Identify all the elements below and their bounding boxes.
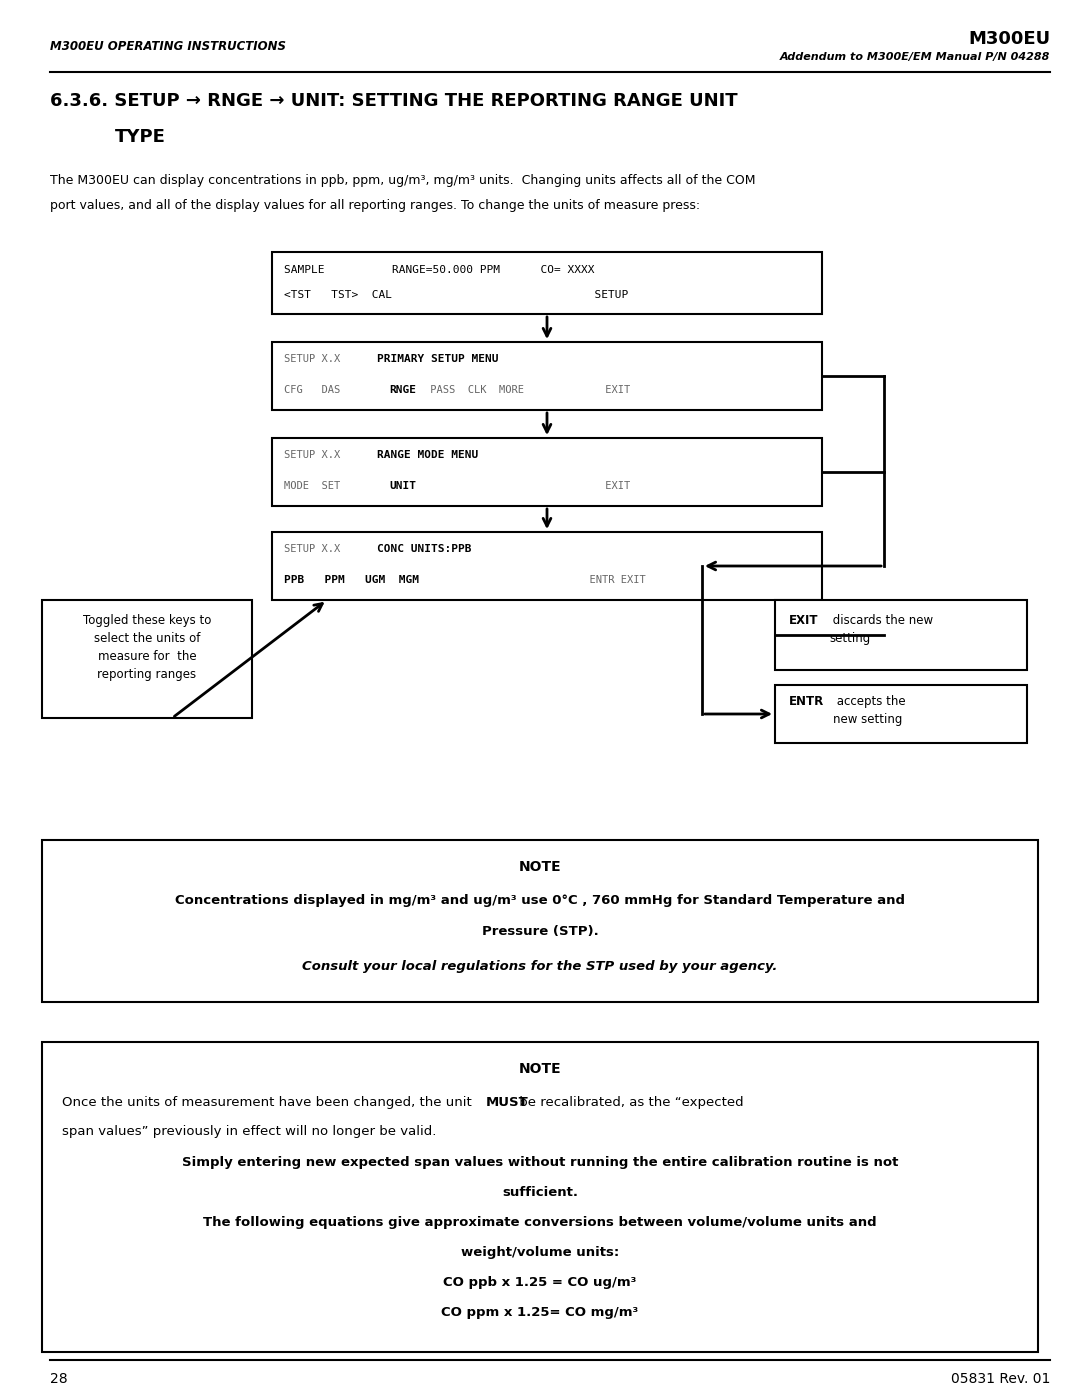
Bar xyxy=(42,1042,1038,1352)
Text: Consult your local regulations for the STP used by your agency.: Consult your local regulations for the S… xyxy=(302,960,778,972)
Text: MUST: MUST xyxy=(485,1097,528,1109)
Text: SETUP X.X: SETUP X.X xyxy=(284,353,353,365)
Text: SETUP X.X: SETUP X.X xyxy=(284,450,353,460)
Text: M300EU: M300EU xyxy=(968,29,1050,47)
Bar xyxy=(42,840,1038,1002)
Text: Addendum to M300E/EM Manual P/N 04288: Addendum to M300E/EM Manual P/N 04288 xyxy=(780,52,1050,61)
Text: <TST   TST>  CAL                              SETUP: <TST TST> CAL SETUP xyxy=(284,291,629,300)
Text: 05831 Rev. 01: 05831 Rev. 01 xyxy=(950,1372,1050,1386)
Text: Simply entering new expected span values without running the entire calibration : Simply entering new expected span values… xyxy=(181,1155,899,1169)
Text: weight/volume units:: weight/volume units: xyxy=(461,1246,619,1259)
Text: CFG   DAS: CFG DAS xyxy=(284,386,359,395)
Text: PASS  CLK  MORE             EXIT: PASS CLK MORE EXIT xyxy=(424,386,631,395)
Text: MODE  SET: MODE SET xyxy=(284,481,353,490)
Text: 6.3.6. SETUP → RNGE → UNIT: SETTING THE REPORTING RANGE UNIT: 6.3.6. SETUP → RNGE → UNIT: SETTING THE … xyxy=(50,92,738,110)
Text: RANGE MODE MENU: RANGE MODE MENU xyxy=(377,450,478,460)
Text: PRIMARY SETUP MENU: PRIMARY SETUP MENU xyxy=(377,353,499,365)
Text: The following equations give approximate conversions between volume/volume units: The following equations give approximate… xyxy=(203,1215,877,1229)
Text: Toggled these keys to
select the units of
measure for  the
reporting ranges: Toggled these keys to select the units o… xyxy=(83,615,212,680)
Bar xyxy=(272,342,822,409)
Text: be recalibrated, as the “expected: be recalibrated, as the “expected xyxy=(514,1097,743,1109)
Text: CO ppm x 1.25= CO mg/m³: CO ppm x 1.25= CO mg/m³ xyxy=(442,1306,638,1319)
Text: Concentrations displayed in mg/m³ and ug/m³ use 0°C , 760 mmHg for Standard Temp: Concentrations displayed in mg/m³ and ug… xyxy=(175,894,905,907)
Text: CONC UNITS:PPB: CONC UNITS:PPB xyxy=(377,543,472,555)
Bar xyxy=(775,685,1027,743)
Text: Once the units of measurement have been changed, the unit: Once the units of measurement have been … xyxy=(62,1097,476,1109)
Text: UNIT: UNIT xyxy=(389,481,416,490)
Text: ENTR EXIT: ENTR EXIT xyxy=(502,576,646,585)
Text: 28: 28 xyxy=(50,1372,68,1386)
Text: PPB   PPM   UGM  MGM: PPB PPM UGM MGM xyxy=(284,576,419,585)
Bar xyxy=(272,251,822,314)
Text: Pressure (STP).: Pressure (STP). xyxy=(482,925,598,937)
Text: RNGE: RNGE xyxy=(389,386,416,395)
Bar xyxy=(272,439,822,506)
Text: ENTR: ENTR xyxy=(789,694,824,708)
Text: SETUP X.X: SETUP X.X xyxy=(284,543,353,555)
Text: NOTE: NOTE xyxy=(518,1062,562,1076)
Text: SAMPLE          RANGE=50.000 PPM      CO= XXXX: SAMPLE RANGE=50.000 PPM CO= XXXX xyxy=(284,265,594,275)
Text: M300EU OPERATING INSTRUCTIONS: M300EU OPERATING INSTRUCTIONS xyxy=(50,41,286,53)
Text: EXIT: EXIT xyxy=(424,481,631,490)
Text: TYPE: TYPE xyxy=(114,129,166,147)
Text: sufficient.: sufficient. xyxy=(502,1186,578,1199)
Text: The M300EU can display concentrations in ppb, ppm, ug/m³, mg/m³ units.  Changing: The M300EU can display concentrations in… xyxy=(50,175,756,187)
Bar xyxy=(42,599,252,718)
Text: port values, and all of the display values for all reporting ranges. To change t: port values, and all of the display valu… xyxy=(50,198,700,212)
Bar xyxy=(272,532,822,599)
Text: span values” previously in effect will no longer be valid.: span values” previously in effect will n… xyxy=(62,1125,436,1139)
Text: CO ppb x 1.25 = CO ug/m³: CO ppb x 1.25 = CO ug/m³ xyxy=(443,1275,637,1289)
Text: accepts the
new setting: accepts the new setting xyxy=(833,694,906,726)
Bar xyxy=(775,599,1027,671)
Text: EXIT: EXIT xyxy=(789,615,819,627)
Text: NOTE: NOTE xyxy=(518,861,562,875)
Text: discards the new
setting: discards the new setting xyxy=(829,615,933,645)
